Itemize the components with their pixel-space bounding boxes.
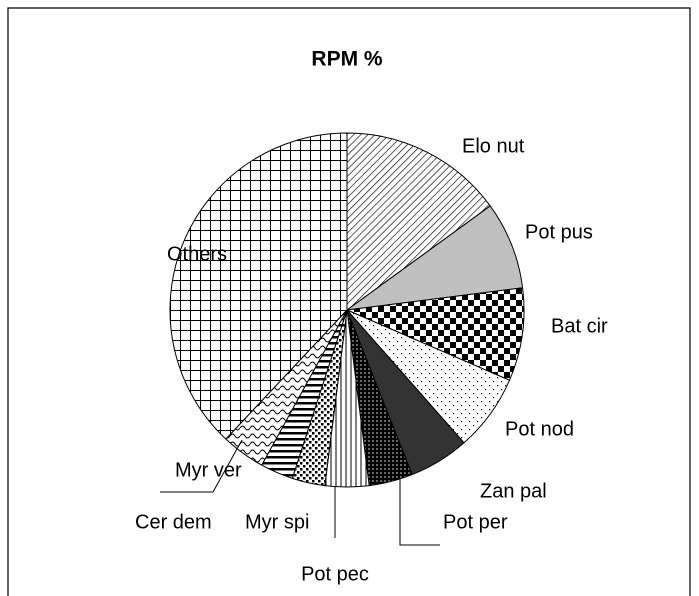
- pie-slice: [169, 132, 348, 440]
- slice-label: Pot pec: [301, 563, 369, 585]
- chart-title: RPM %: [311, 48, 383, 71]
- leader-line: [399, 478, 440, 546]
- slice-label: Cer dem: [135, 511, 212, 533]
- slice-label: Pot per: [443, 511, 508, 533]
- slice-label: Myr spi: [245, 511, 309, 533]
- slice-label: Others: [167, 243, 227, 265]
- pie-slice: [346, 132, 491, 311]
- pie-slice: [346, 205, 524, 311]
- slices: [169, 132, 525, 488]
- slice-label: Pot nod: [505, 418, 574, 440]
- slice-label: Pot pus: [525, 221, 593, 243]
- leader-line: [160, 439, 243, 493]
- slice-label: Elo nut: [462, 135, 525, 157]
- slice-label: Bat cir: [551, 315, 608, 337]
- slice-label: Zan pal: [480, 480, 547, 502]
- slice-label: Myr ver: [175, 459, 242, 481]
- pie-slice: [345, 287, 525, 381]
- chart-frame: [7, 7, 691, 596]
